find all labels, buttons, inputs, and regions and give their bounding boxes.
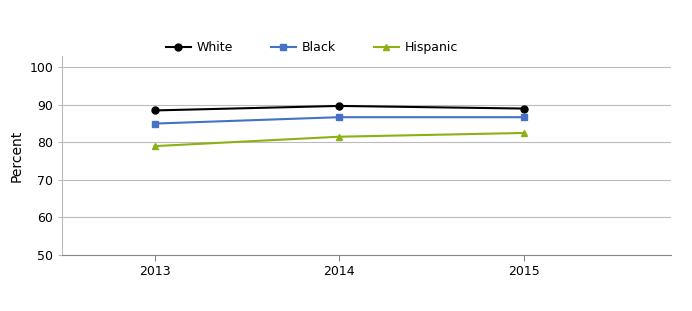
Line: White: White — [151, 102, 527, 114]
Hispanic — [520, 131, 528, 135]
Hispanic — [150, 144, 158, 148]
Black — [520, 115, 528, 119]
White — [520, 107, 528, 110]
Black — [150, 122, 158, 125]
Line: Hispanic: Hispanic — [151, 129, 527, 150]
Legend: White, Black, Hispanic: White, Black, Hispanic — [166, 41, 458, 54]
White — [150, 109, 158, 112]
Line: Black: Black — [151, 114, 527, 127]
Y-axis label: Percent: Percent — [10, 129, 24, 182]
Hispanic — [335, 135, 343, 139]
White — [335, 104, 343, 108]
Black — [335, 115, 343, 119]
